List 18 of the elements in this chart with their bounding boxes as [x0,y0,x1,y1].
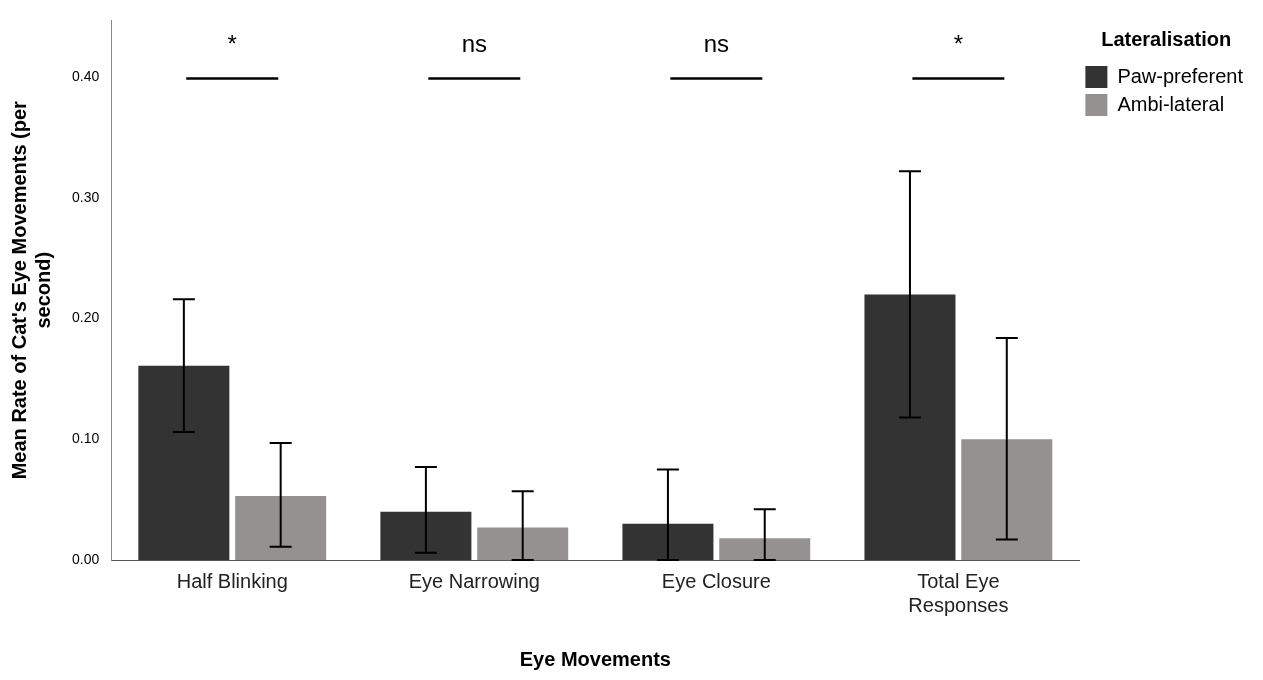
legend-label: Paw-preferent [1117,64,1244,87]
x-tick-label: Half Blinking [176,569,288,592]
x-tick-label: Eye Closure [661,569,771,592]
x-axis-title: Eye Movements [519,647,671,670]
annotation: ns [461,30,487,58]
y-tick-label: 0.30 [72,188,100,205]
y-tick-label: 0.10 [72,430,100,447]
y-tick-label: 0.20 [72,309,100,326]
legend-title: Lateralisation [1101,27,1232,50]
y-axis-title: Mean Rate of Cat's Eye Movements (per second) [7,100,54,480]
y-tick-label: 0.40 [72,68,100,84]
annotation: ns [703,30,730,58]
y-tick-label: 0.00 [72,550,100,567]
annotation: * [227,30,237,58]
annotation: * [953,30,964,58]
x-tick-label: Eye Narrowing [408,569,540,592]
x-tick-label: Total Eye Responses [908,569,1009,616]
legend-label: Ambi-lateral [1117,92,1225,115]
